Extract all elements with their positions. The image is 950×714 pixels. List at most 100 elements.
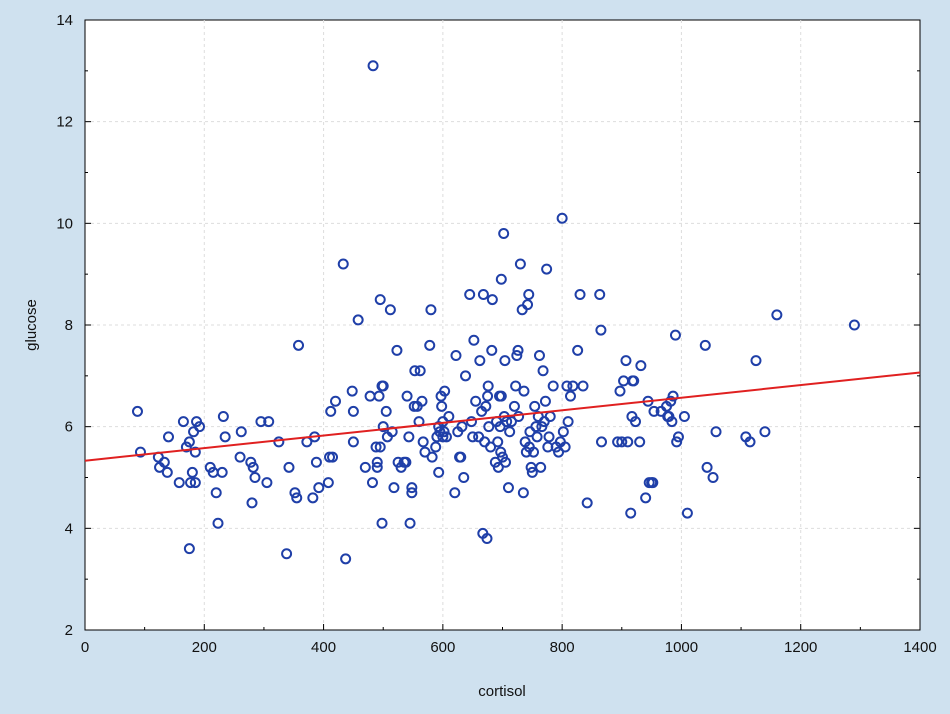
data-point bbox=[665, 395, 677, 407]
data-point bbox=[581, 497, 593, 509]
data-point bbox=[376, 517, 388, 529]
data-point bbox=[235, 426, 247, 438]
data-point bbox=[377, 421, 389, 433]
data-point bbox=[614, 385, 626, 397]
data-point bbox=[596, 436, 608, 448]
data-point bbox=[557, 426, 569, 438]
data-point bbox=[185, 477, 197, 489]
y-tick-label: 2 bbox=[65, 622, 73, 639]
data-point bbox=[574, 289, 586, 300]
data-point bbox=[438, 426, 450, 438]
y-tick-label: 6 bbox=[65, 419, 73, 436]
y-tick-label: 12 bbox=[56, 114, 73, 131]
data-point bbox=[564, 390, 576, 402]
data-point bbox=[470, 395, 482, 407]
data-point bbox=[492, 436, 504, 448]
data-point bbox=[450, 350, 462, 361]
regression-line bbox=[84, 371, 921, 462]
data-point bbox=[436, 400, 448, 412]
data-point bbox=[467, 431, 479, 443]
data-point bbox=[535, 461, 547, 473]
data-point bbox=[634, 436, 646, 448]
data-point bbox=[460, 370, 472, 382]
grid-lines bbox=[85, 20, 920, 630]
data-point bbox=[495, 390, 507, 402]
data-point bbox=[245, 456, 257, 468]
data-point bbox=[480, 400, 492, 412]
data-point bbox=[246, 497, 258, 509]
data-point bbox=[161, 466, 173, 478]
data-point bbox=[406, 482, 418, 494]
data-point bbox=[293, 339, 305, 351]
data-point bbox=[474, 355, 486, 367]
data-point bbox=[367, 60, 379, 72]
x-tick-label: 1400 bbox=[903, 639, 936, 656]
data-point bbox=[327, 451, 339, 463]
data-point bbox=[464, 289, 476, 300]
data-point bbox=[640, 492, 652, 504]
data-point bbox=[340, 553, 352, 565]
data-point bbox=[216, 466, 228, 478]
data-point bbox=[424, 339, 436, 351]
data-point bbox=[388, 482, 400, 494]
data-point bbox=[537, 365, 549, 377]
data-point bbox=[377, 380, 389, 392]
data-point bbox=[183, 543, 195, 555]
data-point bbox=[529, 400, 541, 412]
data-point bbox=[671, 436, 683, 448]
data-point bbox=[486, 344, 498, 356]
data-point bbox=[440, 431, 452, 443]
data-point bbox=[522, 299, 534, 311]
x-tick-label: 200 bbox=[192, 639, 217, 656]
data-point bbox=[498, 228, 510, 239]
data-point bbox=[456, 421, 468, 433]
data-point bbox=[158, 456, 170, 468]
data-point bbox=[380, 405, 392, 417]
data-point bbox=[374, 441, 386, 453]
data-point bbox=[347, 436, 359, 448]
data-point bbox=[458, 472, 470, 483]
data-point bbox=[848, 319, 860, 331]
data-point bbox=[373, 390, 385, 402]
data-point bbox=[630, 416, 642, 428]
data-point bbox=[404, 517, 416, 529]
data-point bbox=[530, 421, 542, 433]
data-point bbox=[504, 426, 516, 438]
data-point bbox=[625, 507, 637, 519]
data-point bbox=[212, 517, 224, 529]
data-point bbox=[669, 329, 681, 341]
data-point bbox=[371, 461, 383, 473]
data-point bbox=[562, 416, 574, 428]
data-point bbox=[189, 446, 201, 458]
data-point bbox=[561, 380, 573, 392]
data-point bbox=[510, 380, 522, 392]
data-point bbox=[371, 456, 383, 468]
data-point bbox=[495, 446, 507, 458]
data-point bbox=[437, 431, 449, 443]
y-tick-label: 4 bbox=[65, 520, 73, 537]
y-tick-label: 14 bbox=[56, 12, 73, 29]
data-point bbox=[707, 472, 719, 483]
data-point bbox=[426, 451, 438, 463]
data-point bbox=[513, 411, 525, 422]
y-tick-label: 8 bbox=[65, 317, 73, 334]
data-point bbox=[482, 380, 494, 392]
data-point bbox=[771, 309, 783, 321]
data-point bbox=[505, 416, 517, 428]
data-point bbox=[468, 334, 480, 346]
data-point bbox=[249, 472, 261, 483]
data-point bbox=[255, 416, 267, 428]
x-tick-label: 0 bbox=[81, 639, 89, 656]
data-point bbox=[283, 461, 295, 473]
data-point bbox=[577, 380, 589, 392]
data-point bbox=[502, 482, 514, 494]
data-point bbox=[511, 350, 523, 361]
data-point bbox=[330, 395, 341, 407]
data-point bbox=[486, 294, 498, 306]
data-point bbox=[406, 487, 418, 499]
x-tick-label: 400 bbox=[311, 639, 336, 656]
data-point bbox=[401, 390, 413, 402]
data-point bbox=[495, 273, 507, 285]
data-point bbox=[622, 436, 634, 448]
data-point bbox=[219, 431, 231, 443]
